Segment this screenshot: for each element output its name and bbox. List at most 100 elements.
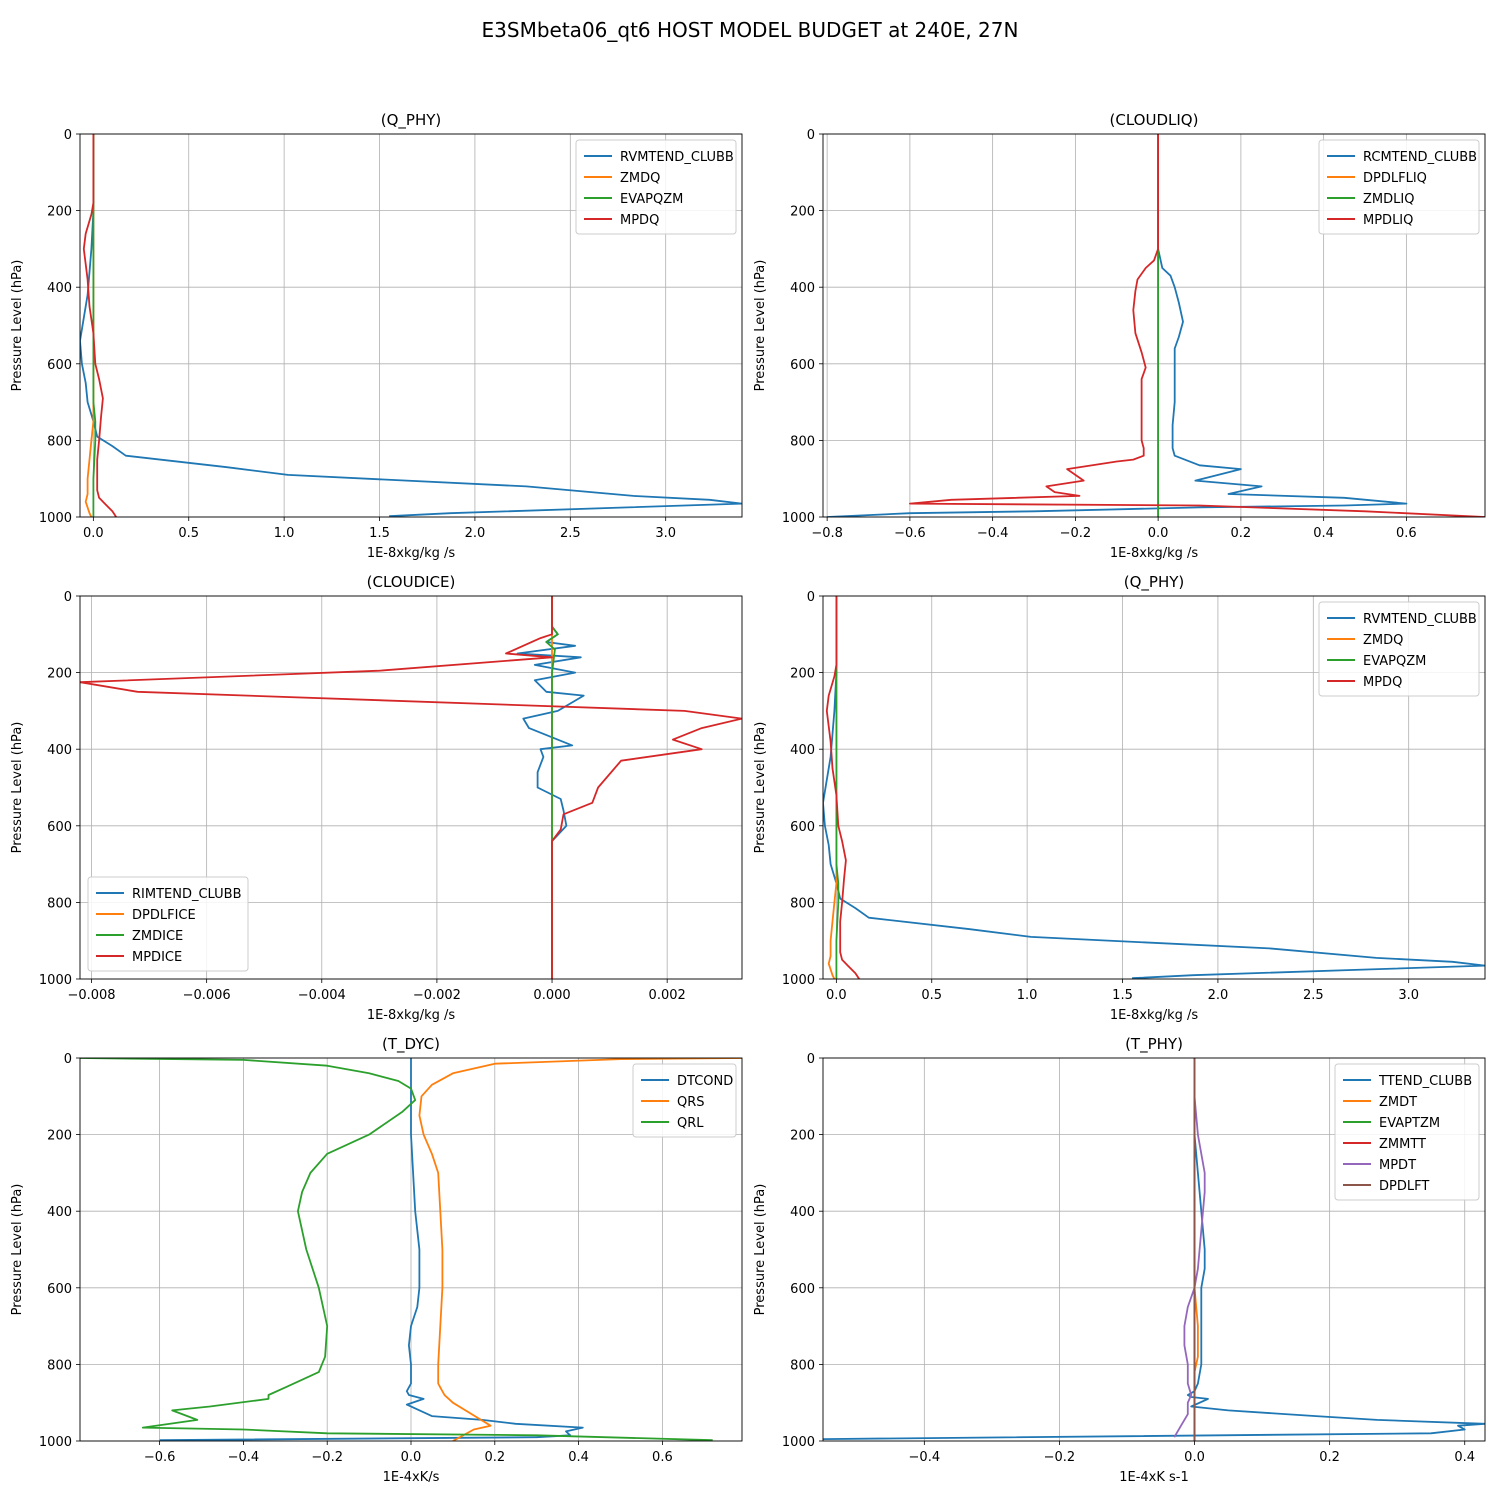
x-tick-label: 1.5: [369, 526, 390, 541]
x-tick-label: −0.2: [311, 1450, 343, 1465]
y-tick-label: 200: [790, 205, 815, 220]
y-tick-label: 600: [790, 820, 815, 835]
series-line-rimtend_clubb: [516, 596, 585, 979]
y-tick-label: 0: [807, 128, 815, 143]
x-tick-label: 3.0: [655, 526, 676, 541]
series-group: [80, 596, 742, 979]
series-line-zmdice: [545, 596, 559, 979]
x-tick-label: 3.0: [1398, 988, 1419, 1003]
y-tick-label: 1000: [39, 1435, 72, 1450]
x-tick-label: 2.5: [1303, 988, 1324, 1003]
y-tick-label: 0: [807, 590, 815, 605]
y-tick-label: 800: [790, 896, 815, 911]
legend-label: DPDLFT: [1379, 1179, 1429, 1194]
y-tick-label: 400: [47, 281, 72, 296]
legend-label: DPDLFLIQ: [1363, 171, 1427, 186]
legend-box: [1318, 139, 1480, 235]
x-tick-label: −0.6: [144, 1450, 176, 1465]
series-line-evapqzm: [92, 134, 97, 517]
x-tick-label: −0.008: [67, 988, 115, 1003]
series-line-mpdliq: [909, 134, 1485, 517]
legend-box: [87, 876, 249, 972]
plot-frame: [822, 1057, 1486, 1442]
legend-label: MPDICE: [132, 950, 182, 965]
legend-label: RVMTEND_CLUBB: [1363, 612, 1477, 627]
subplot-title: (CLOUDICE): [367, 573, 456, 591]
legend-label: EVAPQZM: [1363, 654, 1426, 669]
series-group: [80, 1058, 742, 1441]
figure-title: E3SMbeta06_qt6 HOST MODEL BUDGET at 240E…: [482, 18, 1019, 42]
subplot-3: −0.008 −0.006 −0.004 −0.002 0.000 0.002 0 200 40…: [10, 573, 743, 1023]
y-tick-label: 600: [790, 1282, 815, 1297]
x-axis-label: 1E-8xkg/kg /s: [367, 1008, 456, 1023]
series-line-qrs: [418, 1058, 742, 1441]
x-tick-label: 2.0: [465, 526, 486, 541]
legend-label: MPDQ: [1363, 675, 1402, 690]
legend-label: TTEND_CLUBB: [1378, 1074, 1472, 1089]
x-tick-label: −0.4: [977, 526, 1009, 541]
y-tick-label: 600: [47, 820, 72, 835]
legend: DTCOND QRS QRL: [632, 1063, 737, 1138]
y-tick-label: 800: [47, 1358, 72, 1373]
legend-label: RVMTEND_CLUBB: [620, 150, 734, 165]
x-tick-label: 0.0: [826, 988, 847, 1003]
subplot-4: 0.0 0.5 1.0 1.5 2.0 2.5 3.0 0 200 400 600 800 1000 (Q…: [753, 573, 1486, 1023]
y-tick-label: 800: [790, 1358, 815, 1373]
x-tick-label: 0.0: [401, 1450, 422, 1465]
series-group: [827, 134, 1485, 517]
x-tick-label: 0.000: [533, 988, 570, 1003]
x-tick-label: 2.5: [560, 526, 581, 541]
x-axis-label: 1E-8xkg/kg /s: [367, 546, 456, 561]
y-tick-label: 1000: [39, 511, 72, 526]
legend-label: QRS: [677, 1095, 705, 1110]
legend-label: ZMDQ: [1363, 633, 1403, 648]
series-group: [823, 1058, 1485, 1441]
series-line-mpdq: [82, 134, 117, 517]
x-tick-label: −0.6: [894, 526, 926, 541]
x-tick-label: 1.0: [274, 526, 295, 541]
x-tick-label: −0.2: [1060, 526, 1092, 541]
y-tick-label: 0: [807, 1052, 815, 1067]
series-line-mpdq: [825, 596, 860, 979]
legend-label: ZMDLIQ: [1363, 192, 1414, 207]
legend-box: [575, 139, 737, 235]
x-axis-label: 1E-8xkg/kg /s: [1110, 1008, 1199, 1023]
y-tick-label: 200: [47, 1129, 72, 1144]
series-group: [823, 596, 1485, 979]
x-tick-label: −0.004: [298, 988, 346, 1003]
legend: RCMTEND_CLUBB DPDLFLIQ ZMDLIQ MPDLIQ: [1318, 139, 1480, 235]
legend-box: [632, 1063, 737, 1138]
y-tick-label: 200: [47, 667, 72, 682]
legend-label: DTCOND: [677, 1074, 733, 1089]
x-tick-label: −0.4: [909, 1450, 941, 1465]
series-line-qrl: [80, 1058, 713, 1441]
legend-label: ZMDQ: [620, 171, 660, 186]
y-tick-label: 200: [790, 1129, 815, 1144]
y-tick-label: 0: [64, 1052, 72, 1067]
subplot-title: (Q_PHY): [381, 111, 442, 130]
legend: RVMTEND_CLUBB ZMDQ EVAPQZM MPDQ: [575, 139, 737, 235]
legend-box: [1318, 601, 1480, 697]
legend-label: EVAPTZM: [1379, 1116, 1440, 1131]
x-tick-label: −0.006: [183, 988, 231, 1003]
y-tick-label: 400: [47, 743, 72, 758]
y-axis-label: Pressure Level (hPa): [753, 722, 768, 854]
x-tick-label: 0.002: [649, 988, 686, 1003]
x-tick-label: −0.2: [1044, 1450, 1076, 1465]
y-tick-label: 600: [47, 1282, 72, 1297]
legend-label: ZMMTT: [1379, 1137, 1426, 1152]
x-tick-label: 1.0: [1017, 988, 1038, 1003]
plot-frame: [79, 595, 743, 980]
y-tick-label: 200: [790, 667, 815, 682]
legend-label: RIMTEND_CLUBB: [132, 887, 242, 902]
y-tick-label: 600: [47, 358, 72, 373]
series-line-evapqzm: [835, 596, 840, 979]
legend: RVMTEND_CLUBB ZMDQ EVAPQZM MPDQ: [1318, 601, 1480, 697]
legend-label: DPDLFICE: [132, 908, 196, 923]
x-tick-label: 0.4: [1454, 1450, 1475, 1465]
subplot-6: −0.4 −0.2 0.0 0.2 0.4 0 200 400 600 800 1000 (T_PHY…: [753, 1035, 1486, 1485]
series-line-ttend_clubb: [823, 1058, 1485, 1440]
legend-label: RCMTEND_CLUBB: [1363, 150, 1477, 165]
x-tick-label: −0.4: [228, 1450, 260, 1465]
